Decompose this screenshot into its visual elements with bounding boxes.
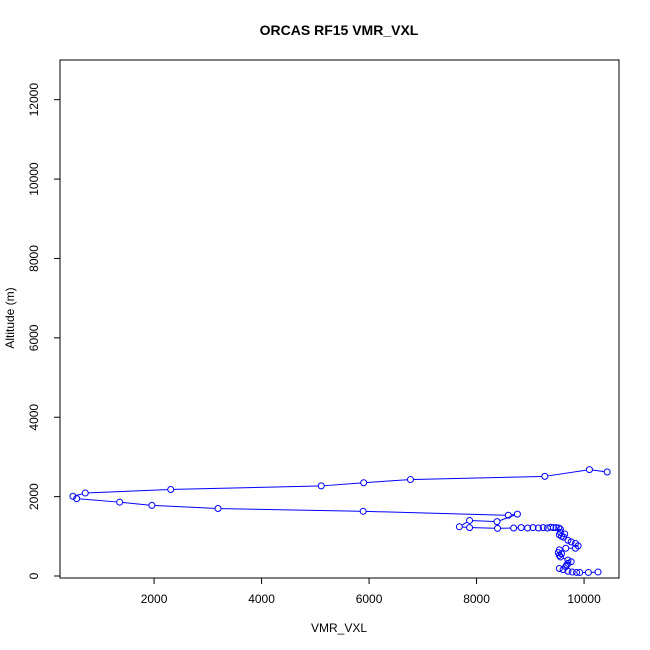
data-point bbox=[564, 536, 572, 544]
data-point bbox=[81, 489, 89, 497]
series-line-segment bbox=[324, 482, 361, 487]
x-tick-label: 6000 bbox=[356, 592, 383, 606]
data-point bbox=[549, 524, 557, 532]
data-point bbox=[214, 505, 222, 513]
data-point bbox=[317, 482, 325, 490]
data-point bbox=[466, 524, 474, 532]
series-line-segment bbox=[122, 501, 149, 506]
y-axis-label: Altitude (m) bbox=[3, 287, 17, 348]
data-point bbox=[571, 544, 579, 552]
data-point bbox=[73, 495, 81, 503]
data-point bbox=[556, 553, 564, 561]
x-axis-label: VMR_VXL bbox=[311, 621, 367, 635]
data-point bbox=[539, 524, 547, 532]
data-point bbox=[493, 518, 501, 526]
data-point bbox=[552, 524, 560, 532]
series-line-segment bbox=[472, 527, 495, 529]
data-point bbox=[573, 568, 581, 576]
data-point bbox=[510, 524, 518, 532]
plot-frame bbox=[59, 59, 620, 579]
data-point bbox=[359, 507, 367, 515]
data-point bbox=[555, 564, 563, 572]
series-line-segment bbox=[154, 505, 216, 509]
data-point bbox=[517, 524, 525, 532]
data-point bbox=[534, 524, 542, 532]
y-tick-label: 10000 bbox=[27, 162, 41, 196]
y-tick-label: 2000 bbox=[27, 483, 41, 510]
data-point bbox=[547, 523, 555, 531]
data-point bbox=[568, 568, 576, 576]
data-point bbox=[555, 551, 563, 559]
data-point bbox=[466, 516, 474, 524]
data-point bbox=[494, 524, 502, 532]
chart-title: ORCAS RF15 VMR_VXL bbox=[260, 22, 419, 38]
series-line-segment bbox=[413, 475, 542, 480]
x-axis: 2000 4000 6000 8000 10000 bbox=[141, 578, 601, 606]
y-tick-label: 8000 bbox=[27, 245, 41, 272]
data-point bbox=[576, 568, 584, 576]
x-tick-label: 4000 bbox=[248, 592, 275, 606]
x-tick-label: 2000 bbox=[141, 592, 168, 606]
data-point bbox=[455, 523, 463, 531]
y-tick-label: 4000 bbox=[27, 404, 41, 431]
data-point bbox=[585, 466, 593, 474]
x-tick-label: 10000 bbox=[567, 592, 601, 606]
y-axis: 0 2000 4000 6000 8000 10000 12000 bbox=[27, 83, 60, 579]
data-point bbox=[524, 524, 532, 532]
data-point bbox=[559, 566, 567, 574]
data-point bbox=[541, 472, 549, 480]
data-point bbox=[584, 568, 592, 576]
data-point bbox=[561, 530, 569, 538]
series-line-segment bbox=[461, 521, 468, 526]
series-line-segment bbox=[173, 485, 319, 490]
series-line-segment bbox=[592, 469, 605, 473]
series-points bbox=[69, 466, 611, 576]
series-line-segment bbox=[366, 479, 408, 484]
data-point bbox=[504, 511, 512, 519]
data-point bbox=[567, 538, 575, 546]
series-line-segment bbox=[472, 520, 495, 523]
data-point bbox=[148, 501, 156, 509]
data-point bbox=[167, 485, 175, 493]
data-point bbox=[555, 524, 563, 532]
data-point bbox=[69, 492, 77, 500]
series-lines bbox=[75, 469, 605, 573]
series-line-segment bbox=[88, 489, 168, 494]
data-point bbox=[594, 568, 602, 576]
series-line-segment bbox=[547, 469, 587, 477]
data-point bbox=[603, 468, 611, 476]
series-line-segment bbox=[366, 510, 506, 516]
data-point bbox=[562, 544, 570, 552]
series-line-segment bbox=[79, 498, 117, 503]
data-point bbox=[557, 550, 565, 558]
data-point bbox=[563, 561, 571, 569]
data-point bbox=[529, 524, 537, 532]
data-point bbox=[360, 479, 368, 487]
data-point bbox=[116, 498, 124, 506]
data-point bbox=[513, 510, 521, 518]
series-line-segment bbox=[221, 508, 361, 512]
y-tick-label: 12000 bbox=[27, 83, 41, 117]
data-point bbox=[406, 476, 414, 484]
data-point bbox=[564, 556, 572, 564]
y-tick-label: 6000 bbox=[27, 324, 41, 351]
x-tick-label: 8000 bbox=[463, 592, 490, 606]
y-tick-label: 0 bbox=[27, 572, 41, 579]
data-point bbox=[564, 567, 572, 575]
